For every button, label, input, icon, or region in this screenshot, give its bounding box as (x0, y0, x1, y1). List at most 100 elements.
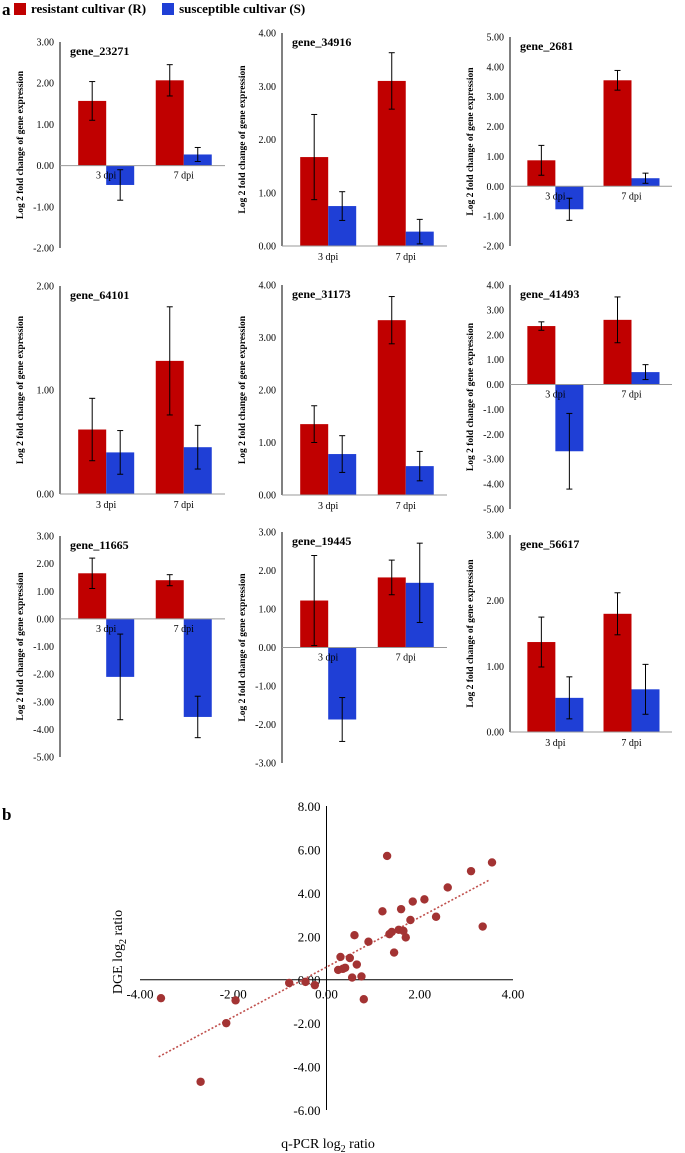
data-point (345, 953, 355, 963)
data-point (364, 937, 373, 946)
y-tick-label: -1.00 (483, 212, 504, 223)
y-tick-label: 2.00 (298, 929, 321, 944)
y-tick-label: 1.00 (487, 662, 505, 673)
y-tick-label: -2.00 (33, 670, 54, 681)
y-tick-label: -4.00 (33, 725, 54, 736)
x-tick-label: -4.00 (126, 987, 153, 1002)
y-tick-label: 0.00 (487, 380, 505, 391)
data-point (347, 973, 357, 982)
x-category-label: 3 dpi (545, 390, 566, 401)
bar-chart-gene_31173: 4.00 3.00 2.00 1.00 0.00 gene_31173 Log 2 fold… (238, 281, 447, 512)
bar-resistant (155, 580, 184, 619)
x-category-label: 3 dpi (96, 624, 117, 635)
data-point (487, 858, 497, 867)
y-tick-label: -5.00 (33, 753, 54, 764)
x-category-label: 7 dpi (396, 252, 417, 263)
y-tick-label: 2.00 (259, 135, 277, 146)
x-category-label: 7 dpi (174, 171, 195, 182)
bar-chart-gene_56617: 3.00 2.00 1.00 0.00 gene_56617 Log 2 fold cha… (466, 531, 672, 749)
legend-swatch-susceptible (162, 3, 175, 15)
y-tick-label: 1.00 (37, 587, 55, 598)
trendline (158, 879, 491, 1058)
y-axis-label: Log 2 fold change of gene expression (16, 572, 26, 721)
y-tick-label: 2.00 (487, 330, 505, 341)
legend: resistant cultivar (R) susceptible culti… (14, 1, 321, 17)
y-tick-label: 1.00 (259, 188, 277, 199)
y-tick-label: -2.00 (33, 244, 54, 255)
chart-title: gene_41493 (520, 287, 579, 301)
legend-swatch-resistant (14, 3, 26, 15)
y-tick-label: 4.00 (259, 29, 277, 40)
x-category-label: 7 dpi (396, 653, 417, 664)
y-axis-label: DGE log2 ratio (111, 910, 129, 994)
y-tick-label: -3.00 (483, 455, 504, 466)
y-tick-label: -6.00 (293, 1103, 320, 1118)
y-tick-label: -2.00 (255, 720, 276, 731)
y-tick-label: 5.00 (487, 33, 505, 44)
y-tick-label: 6.00 (298, 842, 321, 857)
bar-chart-gene_11665: 3.00 2.00 1.00 0.00 -1.00 -2.00 -3.00 -4.00 -5.0… (16, 532, 225, 764)
y-tick-label: 0.00 (487, 728, 505, 739)
chart-title: gene_64101 (70, 288, 129, 302)
y-tick-label: 2.00 (37, 282, 55, 293)
bar-resistant (603, 80, 632, 187)
bar-resistant (527, 326, 556, 385)
y-tick-label: -5.00 (483, 505, 504, 516)
x-category-label: 3 dpi (545, 191, 566, 202)
data-point (431, 912, 441, 921)
x-category-label: 7 dpi (621, 191, 642, 202)
chart-title: gene_11665 (70, 538, 129, 552)
chart-title: gene_2681 (520, 39, 573, 53)
data-point (336, 952, 345, 962)
y-tick-label: 4.00 (259, 281, 277, 292)
x-category-label: 7 dpi (174, 624, 195, 635)
chart-title: gene_19445 (292, 534, 351, 548)
x-tick-label: -2.00 (220, 987, 247, 1002)
x-category-label: 3 dpi (96, 500, 117, 511)
bar-chart-gene_2681: 5.00 4.00 3.00 2.00 1.00 0.00 -1.00 -2.00 gene_2… (466, 33, 672, 253)
y-tick-label: 3.00 (37, 532, 55, 543)
chart-title: gene_31173 (292, 287, 351, 301)
bar-chart-gene_34916: 4.00 3.00 2.00 1.00 0.00 gene_34916 Log 2 fold… (238, 29, 447, 263)
y-tick-label: 3.00 (487, 531, 505, 542)
chart-title: gene_23271 (70, 44, 129, 58)
x-category-label: 7 dpi (621, 390, 642, 401)
x-category-label: 7 dpi (621, 738, 642, 749)
data-point (466, 866, 476, 876)
data-point (420, 895, 429, 904)
y-tick-label: -3.00 (255, 759, 276, 770)
y-tick-label: -3.00 (33, 697, 54, 708)
y-tick-label: 3.00 (259, 82, 277, 93)
x-category-label: 3 dpi (318, 653, 339, 664)
y-tick-label: -4.00 (293, 1060, 320, 1075)
y-tick-label: 1.00 (487, 355, 505, 366)
data-point (406, 915, 415, 925)
y-tick-label: -2.00 (293, 1016, 320, 1031)
legend-item-resistant: resistant cultivar (R) (14, 1, 146, 17)
x-category-label: 3 dpi (318, 252, 339, 263)
x-tick-label: 2.00 (408, 987, 431, 1002)
data-point (310, 980, 320, 990)
y-axis-label: Log 2 fold change of gene expression (238, 65, 248, 214)
data-point (399, 926, 408, 936)
y-tick-label: 2.00 (487, 596, 505, 607)
bar-resistant (377, 320, 406, 495)
y-tick-label: 4.00 (487, 281, 505, 292)
x-tick-label: 0.00 (315, 987, 338, 1002)
y-tick-label: 8.00 (298, 799, 321, 814)
y-tick-label: 1.00 (37, 386, 55, 397)
y-tick-label: 2.00 (37, 559, 55, 570)
data-point (401, 933, 410, 942)
y-axis-label: Log 2 fold change of gene expression (238, 315, 248, 464)
legend-label-susceptible: susceptible cultivar (S) (179, 1, 306, 16)
data-point (352, 960, 362, 969)
data-point (359, 995, 368, 1004)
data-point (301, 977, 310, 987)
y-tick-label: 0.00 (37, 614, 55, 625)
bar-chart-gene_19445: 3.00 2.00 1.00 0.00 -1.00 -2.00 -3.00 gene_1944… (238, 528, 447, 770)
y-tick-label: 0.00 (259, 643, 277, 654)
y-axis-label: Log 2 fold change of gene expression (238, 573, 248, 722)
data-point (378, 907, 387, 916)
data-point (387, 927, 396, 937)
y-tick-label: 4.00 (487, 62, 505, 73)
